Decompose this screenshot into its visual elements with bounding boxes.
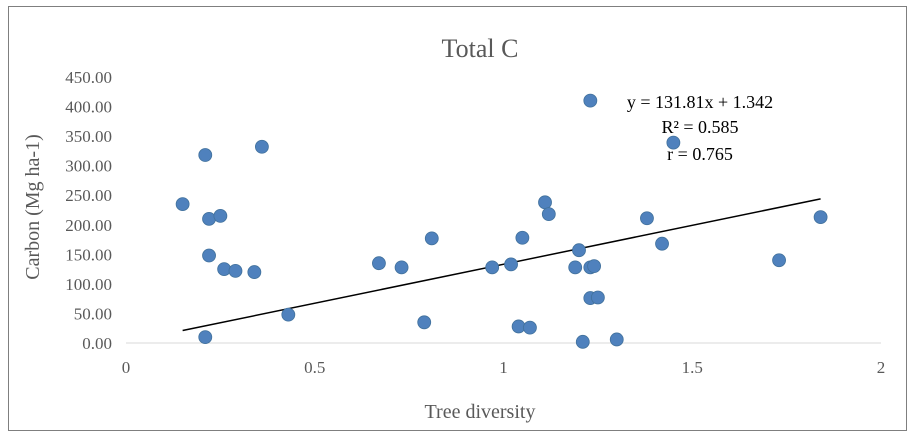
- y-axis-ticks: 0.00 50.00 100.00 150.00 200.00 250.00 300.00 3…: [65, 68, 112, 353]
- data-point: [568, 260, 583, 275]
- data-point: [202, 248, 216, 263]
- data-point: [254, 139, 269, 154]
- data-point: [587, 259, 601, 274]
- x-tick-label: 1.5: [682, 358, 703, 377]
- data-point: [228, 263, 243, 278]
- data-point: [281, 307, 296, 322]
- y-axis-title: Carbon (Mg ha-1): [22, 134, 44, 280]
- x-axis-ticks: 0 0.5 1 1.5 2: [122, 358, 886, 377]
- scatter-chart: Total C 0.00 50.00 100.00 150.00 200.00 250.0…: [22, 34, 886, 423]
- data-point: [372, 256, 386, 271]
- data-point: [772, 253, 786, 268]
- data-point: [504, 257, 518, 272]
- chart-title: Total C: [442, 34, 519, 63]
- y-tick-label: 250.00: [65, 186, 112, 205]
- data-point: [590, 290, 605, 305]
- data-point: [666, 135, 681, 150]
- y-tick-label: 350.00: [65, 127, 112, 146]
- x-tick-label: 0: [122, 358, 131, 377]
- r-squared-label: R² = 0.585: [661, 117, 738, 137]
- correlation-label: r = 0.765: [667, 144, 733, 164]
- data-point: [485, 260, 500, 275]
- data-point: [640, 211, 654, 226]
- trendline: [182, 198, 821, 332]
- data-point: [247, 265, 262, 279]
- data-point: [575, 334, 590, 349]
- chart-area: Total C 0.00 50.00 100.00 150.00 200.00 250.0…: [8, 6, 907, 431]
- data-point: [538, 195, 552, 210]
- data-point: [213, 209, 228, 223]
- data-point: [813, 210, 828, 224]
- data-point: [655, 236, 669, 251]
- y-tick-label: 150.00: [65, 245, 112, 264]
- data-points: [175, 93, 828, 349]
- y-tick-label: 0.00: [82, 334, 112, 353]
- y-tick-label: 50.00: [74, 304, 112, 323]
- y-tick-label: 200.00: [65, 216, 112, 235]
- data-point: [417, 315, 432, 330]
- y-tick-label: 450.00: [65, 68, 112, 87]
- y-tick-label: 100.00: [65, 275, 112, 294]
- data-point: [198, 148, 213, 162]
- data-point: [217, 262, 232, 277]
- data-point: [424, 231, 439, 246]
- data-point: [572, 243, 586, 258]
- x-tick-label: 2: [877, 358, 886, 377]
- data-point: [523, 320, 537, 335]
- data-point: [541, 207, 556, 222]
- data-point: [394, 260, 409, 275]
- data-point: [515, 230, 530, 245]
- data-point: [202, 211, 216, 226]
- x-axis-title: Tree diversity: [425, 401, 536, 423]
- y-tick-label: 400.00: [65, 98, 112, 117]
- x-tick-label: 1: [499, 358, 508, 377]
- trendline-equation: y = 131.81x + 1.342: [627, 92, 773, 112]
- x-tick-label: 0.5: [304, 358, 325, 377]
- data-point: [198, 330, 213, 344]
- data-point: [609, 332, 624, 347]
- y-tick-label: 300.00: [65, 157, 112, 176]
- data-point: [583, 93, 598, 108]
- data-point: [175, 197, 190, 211]
- trendline-group: [182, 198, 821, 332]
